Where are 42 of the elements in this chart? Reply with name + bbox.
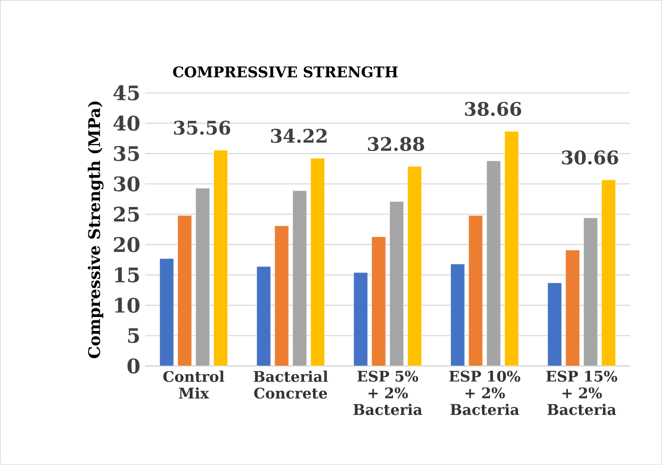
x-tick-label: Bacterial Concrete xyxy=(254,370,328,399)
bar xyxy=(371,236,386,366)
bar xyxy=(601,180,616,366)
y-tick-label: 15 xyxy=(115,267,139,282)
bar xyxy=(195,188,210,366)
bar xyxy=(468,215,483,366)
bar xyxy=(486,160,501,366)
bar xyxy=(256,266,271,366)
data-label: 32.88 xyxy=(368,136,424,151)
y-tick-label: 0 xyxy=(127,358,140,374)
bar xyxy=(292,190,307,366)
bar xyxy=(213,150,228,366)
data-label: 34.22 xyxy=(271,128,326,143)
bar xyxy=(389,201,404,366)
x-tick-label: Control Mix xyxy=(163,370,224,398)
bar xyxy=(407,166,422,366)
bar xyxy=(565,250,580,366)
data-label: 38.66 xyxy=(465,102,522,116)
x-tick-label: ESP 15% + 2% Bacteria xyxy=(546,370,618,415)
y-tick-label: 25 xyxy=(114,206,139,222)
y-tick-label: 35 xyxy=(114,146,139,162)
bar xyxy=(583,218,598,366)
bar xyxy=(310,158,325,366)
bar xyxy=(504,131,519,366)
y-tick-label: 5 xyxy=(128,328,139,343)
bar xyxy=(547,282,562,366)
bar xyxy=(274,225,289,366)
y-tick-label: 10 xyxy=(115,298,140,313)
bar xyxy=(353,272,368,366)
bar xyxy=(177,215,192,366)
y-tick-label: 30 xyxy=(114,176,140,192)
x-tick-label: ESP 10% + 2% Bacteria xyxy=(449,370,520,415)
bar xyxy=(450,264,465,366)
y-tick-label: 20 xyxy=(114,236,140,252)
data-label: 30.66 xyxy=(562,150,618,164)
bar xyxy=(159,258,174,366)
x-tick-label: ESP 5% + 2% Bacteria xyxy=(353,370,422,415)
chart-title: COMPRESSIVE STRENGTH xyxy=(173,66,398,78)
data-label: 35.56 xyxy=(174,120,230,135)
y-axis-title: Compressive Strength (MPa) xyxy=(88,101,104,358)
y-tick-label: 40 xyxy=(113,116,140,131)
y-tick-label: 45 xyxy=(113,85,139,100)
